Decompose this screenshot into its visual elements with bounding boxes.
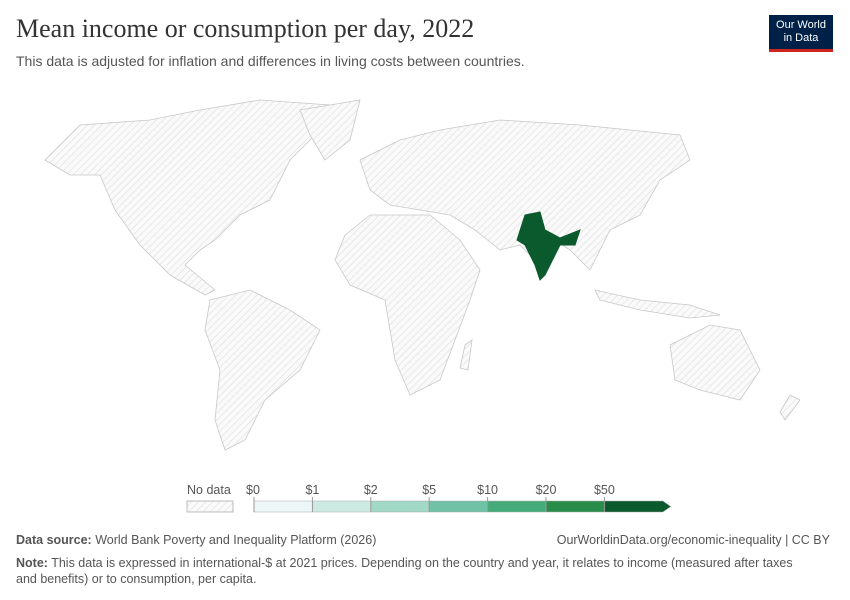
logo-line: in Data [783,32,819,44]
legend-bin [370,500,430,513]
greenland [299,99,361,161]
legend-bin [487,500,547,513]
madagascar [459,339,473,371]
source-text: World Bank Poverty and Inequality Platfo… [95,533,377,547]
eurasia [359,119,691,271]
map: No data $0 $1 $2 $5 $10 $20 $50 [44,99,801,513]
africa [334,214,481,396]
india [516,211,581,281]
no-data-label: No data [187,483,231,497]
indonesia [594,289,721,319]
note-label: Note: [16,556,48,570]
logo[interactable]: Our World in Data [769,15,833,52]
legend-bin [428,500,488,513]
countries [44,99,801,451]
legend-tick-label: $0 [246,483,260,497]
legend-tick-label: $20 [536,483,557,497]
legend-tick-label: $1 [305,483,319,497]
legend-bin [312,500,372,513]
legend-tick-label: $10 [477,483,498,497]
legend-bin-open [604,500,672,513]
legend-bin [545,500,605,513]
north-america [44,99,331,296]
legend-tick-label: $5 [422,483,436,497]
source-label: Data source: [16,533,92,547]
legend-tick-label: $50 [594,483,615,497]
legend-tick-label: $2 [364,483,378,497]
title: Mean income or consumption per day, 2022 [16,14,475,43]
legend-bin [253,500,313,513]
south-america [204,289,321,451]
note: Note: This data is expressed in internat… [16,555,816,587]
logo-line: Our World [776,19,826,31]
new-zealand [779,394,801,421]
url[interactable]: OurWorldinData.org/economic-inequality |… [556,533,830,547]
note-text: This data is expressed in international-… [16,556,793,586]
source: Data source: World Bank Poverty and Ineq… [16,533,376,547]
subtitle: This data is adjusted for inflation and … [16,53,525,69]
australia [669,324,761,401]
no-data-swatch [186,500,234,513]
legend: No data $0 $1 $2 $5 $10 $20 $50 [186,483,672,513]
